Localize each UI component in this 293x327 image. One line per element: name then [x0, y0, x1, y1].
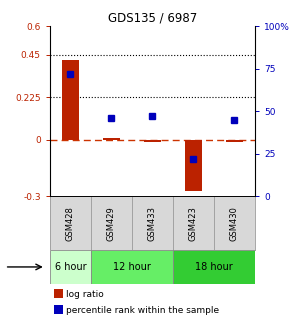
- Bar: [185, 140, 202, 191]
- Text: GSM433: GSM433: [148, 206, 157, 241]
- Bar: [226, 140, 243, 142]
- Bar: [91, 250, 173, 284]
- Bar: [54, 289, 62, 298]
- Text: 6 hour: 6 hour: [54, 262, 86, 272]
- Text: GSM429: GSM429: [107, 206, 116, 241]
- Text: GSM428: GSM428: [66, 206, 75, 241]
- Text: 12 hour: 12 hour: [113, 262, 151, 272]
- Bar: [144, 140, 161, 142]
- Text: percentile rank within the sample: percentile rank within the sample: [66, 306, 219, 315]
- Text: log ratio: log ratio: [66, 290, 104, 299]
- Bar: [54, 305, 62, 314]
- Bar: [173, 250, 255, 284]
- Bar: [62, 60, 79, 140]
- Text: GSM423: GSM423: [189, 206, 198, 241]
- Bar: [50, 250, 91, 284]
- Bar: [103, 138, 120, 140]
- Text: 18 hour: 18 hour: [195, 262, 233, 272]
- Text: GSM430: GSM430: [230, 206, 239, 241]
- Title: GDS135 / 6987: GDS135 / 6987: [108, 12, 197, 25]
